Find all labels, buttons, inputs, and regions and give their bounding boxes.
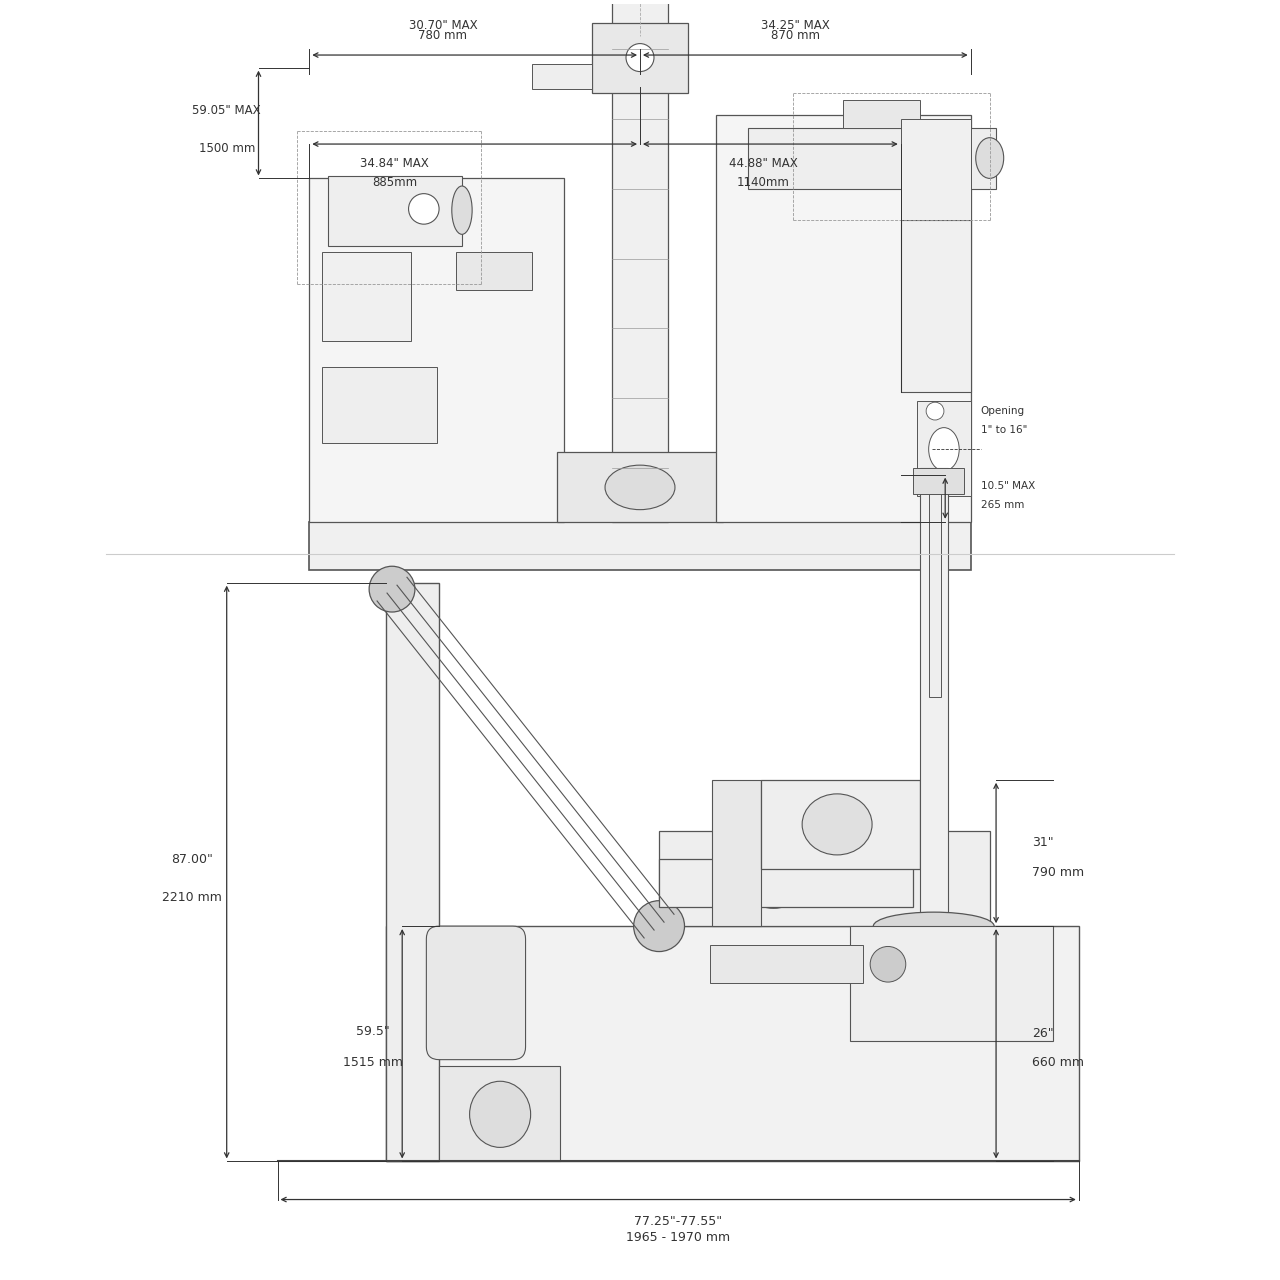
Text: 44.88" MAX: 44.88" MAX (730, 156, 797, 170)
Bar (532, 64, 591, 90)
Text: 34.25" MAX: 34.25" MAX (760, 19, 829, 32)
Circle shape (634, 901, 685, 951)
Bar (591, 23, 689, 93)
Bar (329, 175, 462, 246)
Text: 34.84" MAX: 34.84" MAX (360, 156, 429, 170)
Bar (850, 927, 1053, 1041)
Bar (310, 178, 563, 522)
Text: 1965 - 1970 mm: 1965 - 1970 mm (626, 1231, 730, 1244)
Text: 1500 mm: 1500 mm (198, 142, 255, 155)
Bar (920, 468, 947, 927)
Text: 31": 31" (1032, 836, 1053, 850)
Bar (323, 252, 411, 342)
Bar (385, 927, 1079, 1161)
Text: 26": 26" (1032, 1027, 1053, 1041)
Bar (748, 128, 996, 188)
Bar (557, 452, 723, 522)
Circle shape (927, 479, 943, 497)
Text: 30.70" MAX: 30.70" MAX (408, 19, 477, 32)
Ellipse shape (929, 428, 959, 471)
Ellipse shape (470, 1082, 531, 1147)
Text: 885mm: 885mm (372, 175, 417, 189)
Text: 1515 mm: 1515 mm (343, 1056, 403, 1069)
Ellipse shape (626, 44, 654, 72)
Ellipse shape (803, 794, 872, 855)
Text: 10.5" MAX: 10.5" MAX (980, 481, 1036, 492)
Ellipse shape (452, 186, 472, 234)
Bar (710, 945, 863, 983)
Bar (844, 100, 920, 128)
Bar (914, 468, 964, 494)
Text: 1" to 16": 1" to 16" (980, 425, 1027, 435)
Text: 2210 mm: 2210 mm (163, 891, 223, 904)
Bar (439, 1066, 559, 1161)
Circle shape (927, 402, 943, 420)
Text: Opening: Opening (980, 406, 1025, 416)
Text: 77.25"-77.55": 77.25"-77.55" (634, 1215, 722, 1228)
Bar (929, 494, 941, 698)
Text: 59.05" MAX: 59.05" MAX (192, 104, 261, 116)
Ellipse shape (975, 138, 1004, 178)
Bar (918, 401, 970, 497)
Bar (901, 220, 970, 392)
Ellipse shape (605, 465, 675, 509)
Text: 790 mm: 790 mm (1032, 865, 1084, 878)
Ellipse shape (873, 913, 995, 940)
Text: 1140mm: 1140mm (737, 175, 790, 189)
Text: 660 mm: 660 mm (1032, 1056, 1084, 1069)
Bar (717, 115, 970, 522)
Text: 265 mm: 265 mm (980, 500, 1024, 511)
Text: 780 mm: 780 mm (419, 29, 467, 42)
Ellipse shape (739, 847, 809, 909)
Text: 59.5": 59.5" (356, 1024, 390, 1038)
Bar (323, 366, 436, 443)
Text: 87.00": 87.00" (172, 852, 214, 865)
Bar (456, 252, 532, 291)
Circle shape (369, 566, 415, 612)
Bar (659, 831, 989, 927)
Ellipse shape (886, 942, 982, 965)
FancyBboxPatch shape (426, 927, 526, 1060)
Bar (760, 780, 920, 869)
Bar (713, 780, 760, 927)
Bar (310, 522, 970, 570)
Bar (901, 119, 970, 220)
Circle shape (408, 193, 439, 224)
Ellipse shape (870, 946, 906, 982)
Text: 870 mm: 870 mm (771, 29, 819, 42)
Bar (612, 0, 668, 522)
Bar (385, 582, 439, 1161)
Bar (659, 859, 914, 908)
